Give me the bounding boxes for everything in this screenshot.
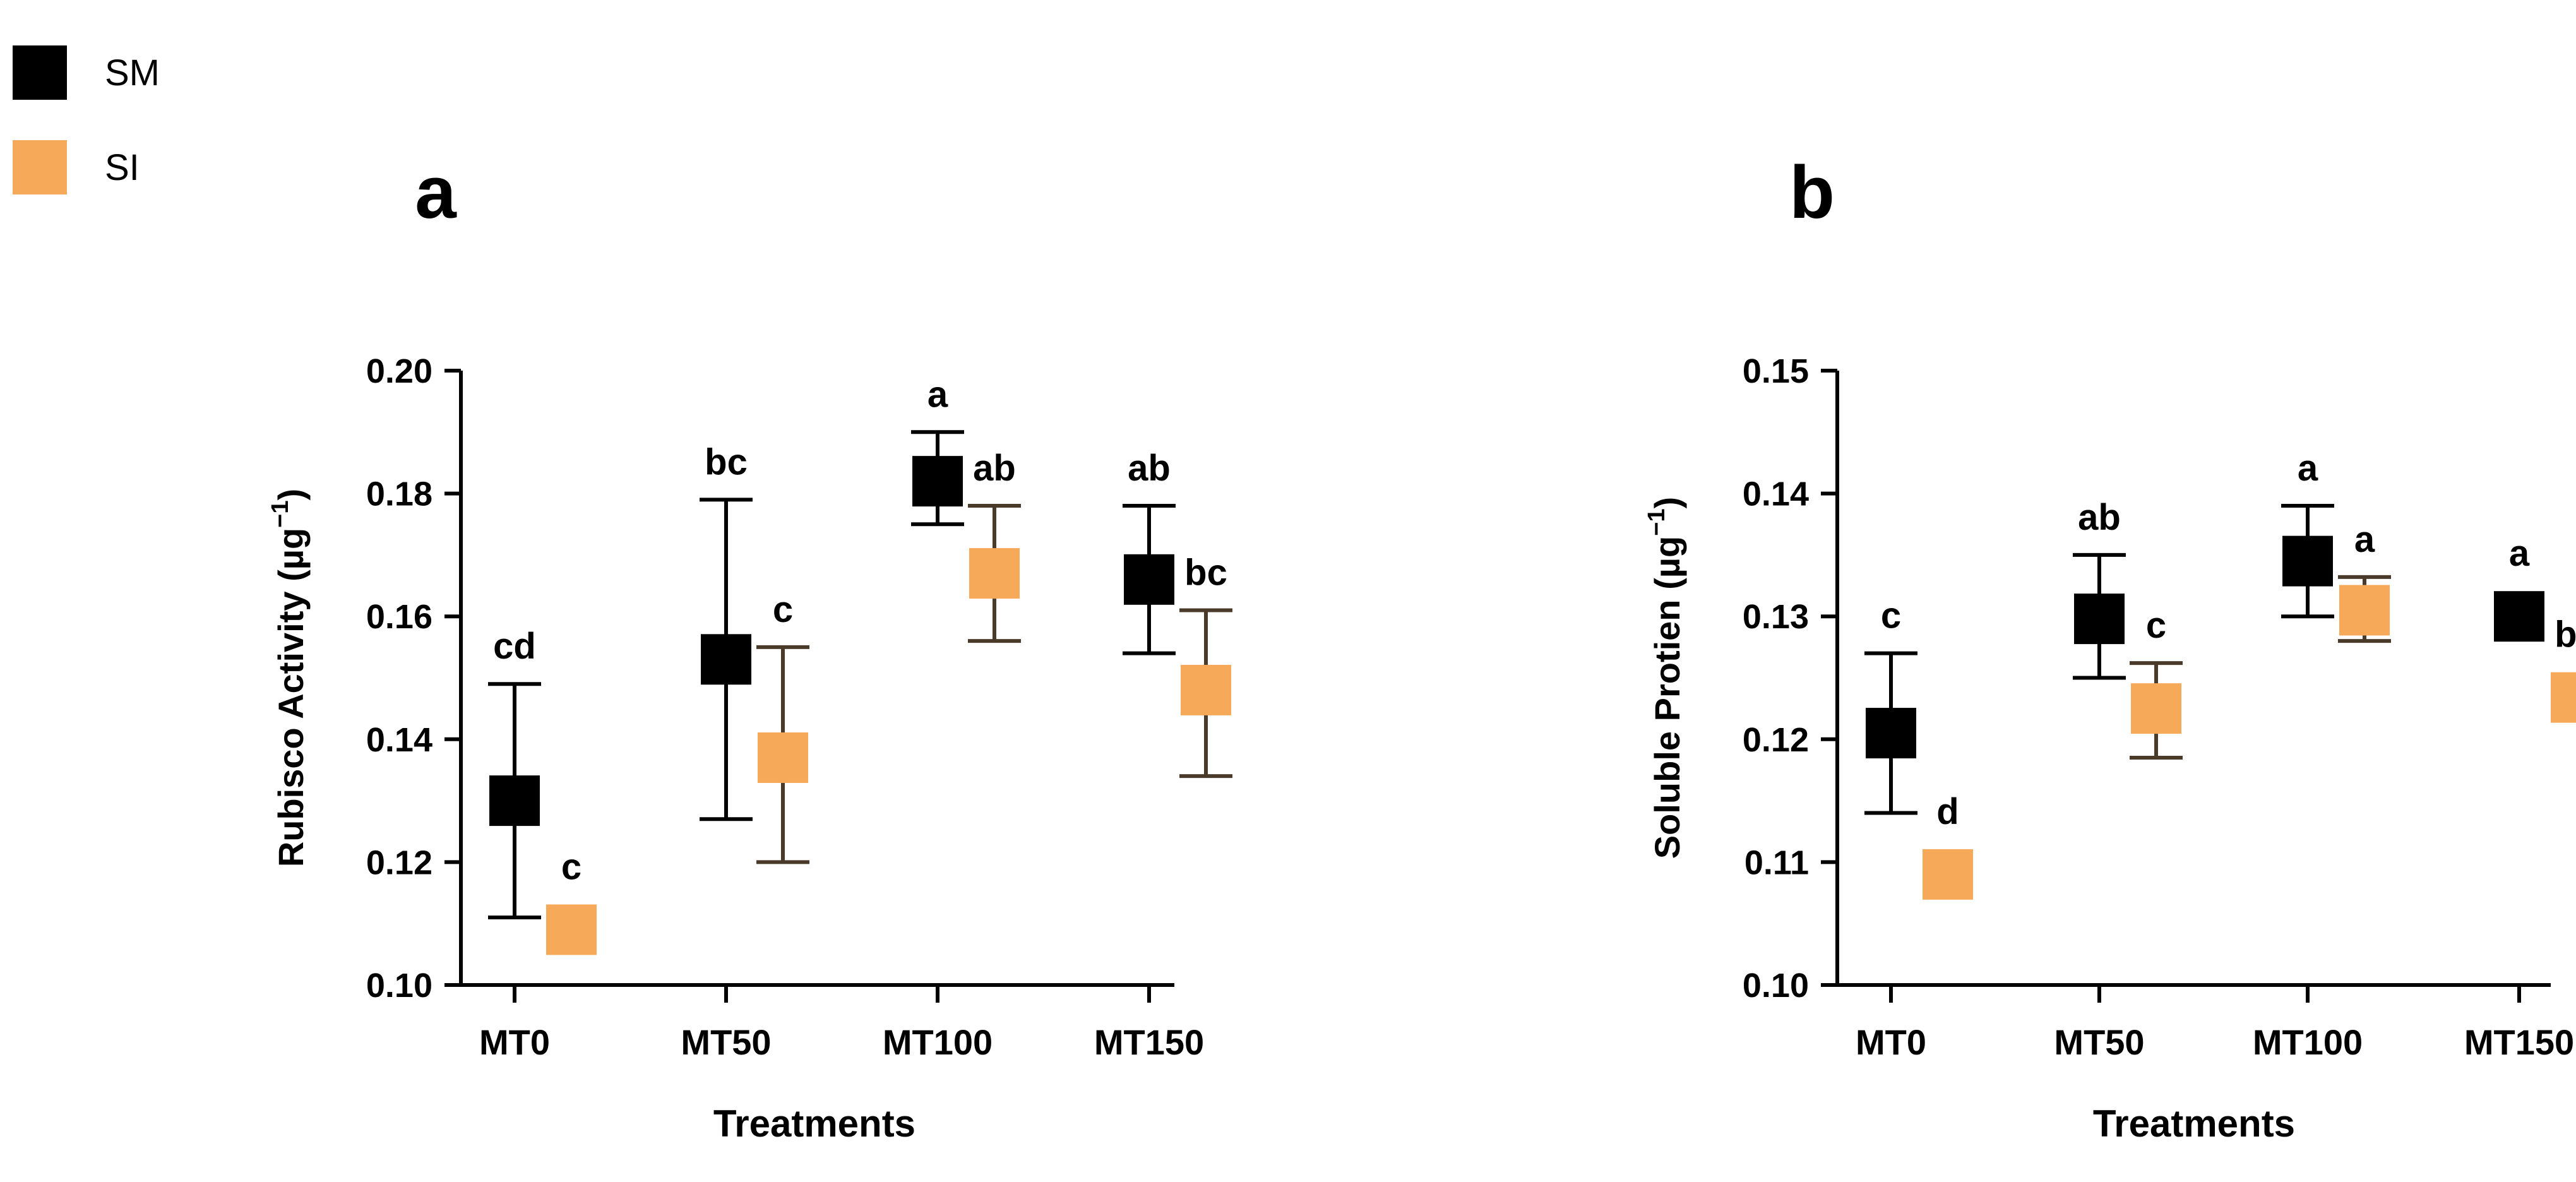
marker-SM-0-2 (912, 456, 963, 507)
marker-SM-1-3 (2494, 591, 2544, 642)
sig-letter-SI-1-3: bc (2555, 614, 2576, 655)
marker-SM-1-0 (1866, 708, 1916, 759)
x-tick-label-0-2: MT100 (883, 1022, 993, 1062)
y-tick-label-1-1: 0.11 (1744, 844, 1809, 881)
legend-label-sm: SM (105, 52, 160, 93)
sig-letter-SI-0-1: c (773, 589, 793, 630)
sig-letter-SM-0-3: ab (1128, 448, 1171, 489)
legend-label-si: SI (105, 146, 140, 188)
legend-swatch-sm (13, 45, 67, 100)
sig-letter-SI-0-2: ab (973, 448, 1016, 489)
y-tick-label-0-2: 0.14 (366, 721, 432, 759)
x-tick-label-0-3: MT150 (1094, 1022, 1204, 1062)
sig-letter-SI-1-0: d (1936, 791, 1959, 832)
sig-letter-SI-1-1: c (2146, 605, 2166, 646)
marker-SM-1-2 (2282, 535, 2333, 587)
marker-SM-0-3 (1124, 554, 1174, 605)
marker-SI-1-1 (2131, 683, 2181, 734)
marker-SM-0-1 (701, 634, 751, 685)
y-tick-label-1-2: 0.12 (1743, 721, 1809, 759)
x-tick-label-1-2: MT100 (2253, 1022, 2363, 1062)
sig-letter-SI-0-0: c (561, 846, 581, 887)
sig-letter-SI-0-3: bc (1184, 552, 1227, 593)
panel-label-a: a (415, 151, 457, 234)
marker-SI-0-0 (546, 904, 597, 955)
marker-SI-1-3 (2551, 672, 2576, 723)
marker-SM-1-1 (2074, 594, 2125, 645)
x-tick-label-0-0: MT0 (479, 1022, 550, 1062)
legend-item-sm: SM (13, 25, 160, 120)
y-tick-label-0-4: 0.18 (366, 475, 432, 513)
x-axis-title-0: Treatments (713, 1102, 915, 1145)
sig-letter-SM-0-0: cd (493, 626, 536, 667)
marker-SI-0-3 (1181, 664, 1231, 715)
sig-letter-SI-1-2: a (2354, 519, 2375, 560)
sig-letter-SM-1-2: a (2298, 448, 2318, 489)
y-tick-label-1-4: 0.14 (1743, 475, 1809, 513)
x-tick-label-1-3: MT150 (2464, 1022, 2574, 1062)
sig-letter-SM-0-2: a (927, 374, 948, 415)
y-tick-label-0-0: 0.10 (366, 967, 432, 1005)
legend-item-si: SI (13, 120, 160, 215)
y-tick-label-0-3: 0.16 (366, 598, 432, 636)
y-tick-label-1-0: 0.10 (1743, 967, 1809, 1005)
marker-SI-0-1 (758, 732, 808, 783)
sig-letter-SM-1-0: c (1881, 595, 1901, 636)
y-tick-label-1-5: 0.15 (1743, 352, 1809, 390)
x-tick-label-1-0: MT0 (1856, 1022, 1926, 1062)
y-axis-title-0: Rubisco Activity (µg−1) (267, 489, 311, 867)
legend-swatch-si (13, 140, 67, 194)
y-tick-label-0-1: 0.12 (366, 844, 432, 881)
y-tick-label-1-3: 0.13 (1743, 598, 1809, 636)
marker-SI-1-0 (1923, 849, 1973, 900)
y-axis-title-1: Soluble Protien (µg−1) (1643, 497, 1687, 859)
sig-letter-SM-1-1: ab (2078, 497, 2121, 538)
panel-label-b: b (1789, 151, 1835, 234)
marker-SI-1-2 (2339, 585, 2390, 636)
legend: SM SI (13, 25, 160, 215)
sig-letter-SM-0-1: bc (705, 441, 748, 482)
sig-letter-SM-1-3: a (2509, 533, 2530, 574)
x-axis-title-1: Treatments (2093, 1102, 2295, 1145)
y-tick-label-0-5: 0.20 (366, 352, 432, 390)
marker-SI-0-2 (969, 548, 1020, 599)
marker-SM-0-0 (489, 775, 540, 827)
x-tick-label-1-1: MT50 (2054, 1022, 2144, 1062)
x-tick-label-0-1: MT50 (681, 1022, 771, 1062)
